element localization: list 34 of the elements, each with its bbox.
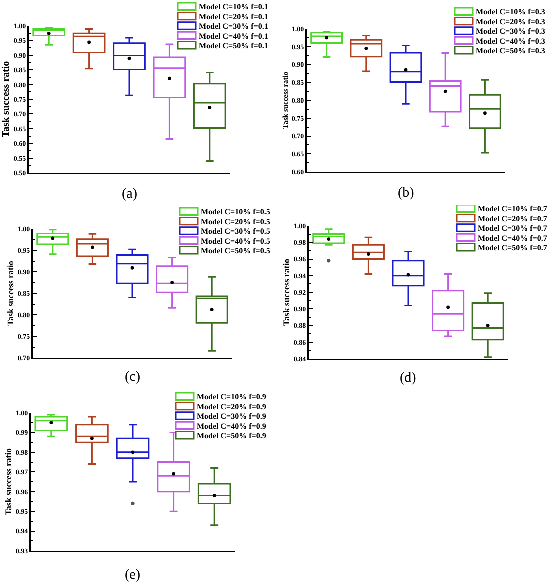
legend-label: Model C=20% f=0.7	[478, 214, 548, 224]
y-axis-title: Task success ratio	[4, 448, 14, 516]
legend-label: Model C=30% f=0.7	[478, 224, 548, 234]
legend-label: Model C=20% f=0.3	[476, 17, 546, 26]
legend-label: Model C=10% f=0.9	[197, 392, 266, 402]
legend-label: Model C=50% f=0.5	[201, 246, 270, 256]
legend-label: Model C=10% f=0.7	[478, 204, 548, 214]
x-axis-title: (b)	[398, 186, 415, 201]
x-axis-title: (c)	[125, 370, 141, 385]
legend-label: Model C=50% f=0.9	[197, 432, 266, 441]
legend-label: Model C=30% f=0.1	[199, 22, 268, 32]
x-axis-title: (d)	[400, 371, 417, 386]
legend-label: Model C=30% f=0.9	[197, 412, 266, 422]
legend-label: Model C=40% f=0.5	[201, 236, 270, 246]
legend-label: Model C=30% f=0.3	[476, 27, 546, 36]
legend-label: Model C=10% f=0.5	[201, 208, 270, 217]
y-axis-title: Task success ratio	[1, 61, 12, 138]
legend-label: Model C=50% f=0.1	[199, 42, 268, 51]
legend-label: Model C=50% f=0.7	[478, 244, 548, 253]
legend-label: Model C=20% f=0.1	[199, 12, 268, 22]
legend-label: Model C=40% f=0.7	[478, 234, 548, 243]
legend-label: Model C=30% f=0.5	[201, 227, 270, 236]
x-axis-title: (a)	[122, 187, 138, 202]
legend-label: Model C=40% f=0.9	[197, 422, 266, 431]
y-axis-title: Task success ratio	[6, 261, 16, 326]
legend-label: Model C=10% f=0.1	[199, 2, 268, 12]
legend-label: Model C=40% f=0.3	[476, 36, 546, 46]
legend-label: Model C=20% f=0.5	[201, 217, 270, 226]
legend-label: Model C=50% f=0.3	[476, 46, 546, 56]
legend-label: Model C=20% f=0.9	[197, 402, 266, 412]
y-axis-title: Task success ratio	[282, 258, 292, 326]
legend-label: Model C=10% f=0.3	[476, 8, 546, 17]
x-axis-title: (e)	[125, 568, 141, 583]
legend-label: Model C=40% f=0.1	[199, 32, 268, 41]
